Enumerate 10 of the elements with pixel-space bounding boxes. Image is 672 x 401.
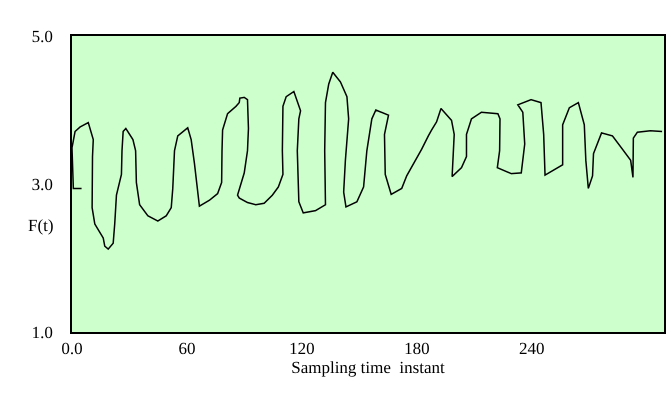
- y-tick-label: 3.0: [32, 174, 53, 194]
- y-tick-label: 1.0: [32, 322, 53, 342]
- x-tick-label: 240: [519, 339, 545, 358]
- x-tick-label: 0.0: [61, 339, 83, 358]
- y-tick-label: 5.0: [32, 26, 53, 46]
- x-tick-label: 60: [178, 339, 196, 358]
- y-axis-title: F(t): [28, 216, 54, 235]
- x-tick-label: 120: [289, 339, 315, 358]
- x-axis-title: Sampling time instant: [291, 358, 446, 378]
- x-tick-label: 180: [404, 339, 430, 358]
